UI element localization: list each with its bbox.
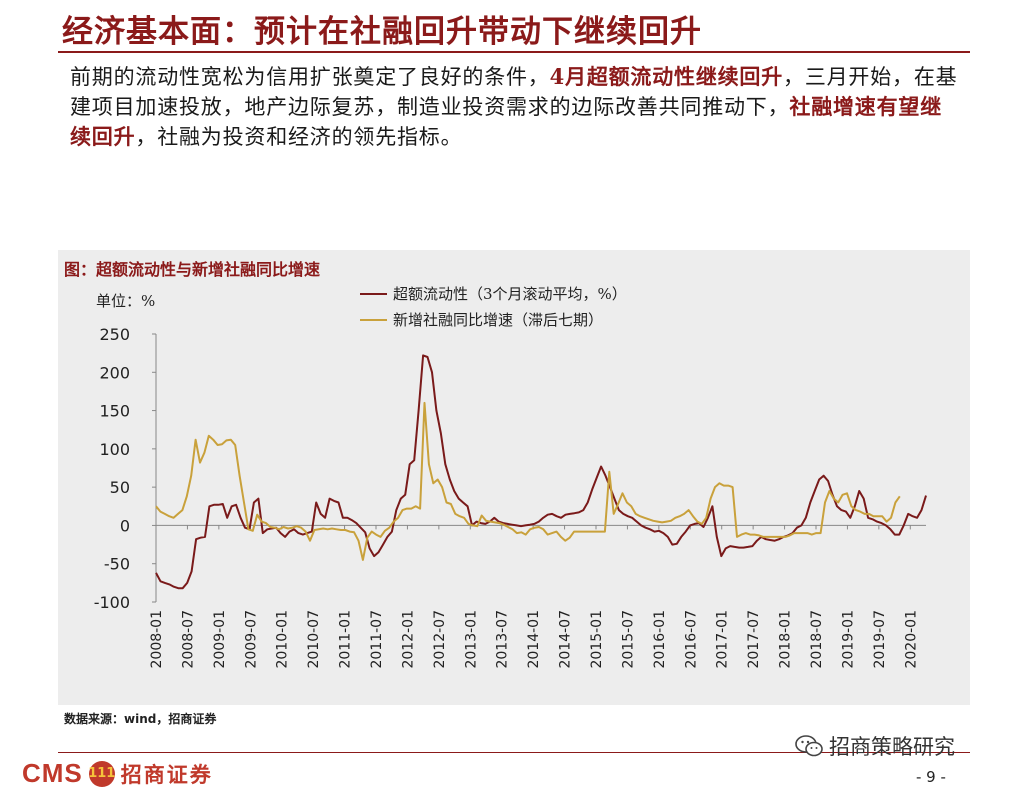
x-axis-ticks: 2008-01 2008-07 2009-01 2009-07 2010-01 2010-… xyxy=(149,525,919,669)
y-tick-label: 100 xyxy=(99,440,130,459)
page-title: 经济基本面：预计在社融回升带动下继续回升 xyxy=(62,14,702,50)
y-tick-label: 0 xyxy=(120,516,130,535)
chart-caption: 图：超额流动性与新增社融同比增速 xyxy=(64,260,321,279)
series-line-excess-liquidity xyxy=(155,354,927,590)
x-tick-label: 2017-07 xyxy=(746,610,762,669)
x-tick-label: 2011-01 xyxy=(338,610,354,669)
x-tick-label: 2010-07 xyxy=(306,610,322,669)
company-logo: CMS 111 招商证券 xyxy=(22,758,213,789)
x-tick-label: 2019-07 xyxy=(872,610,888,669)
summary-highlight-2: 社融增速有望继续回升 xyxy=(70,94,943,149)
summary-paragraph: 前期的流动性宽松为信用扩张奠定了良好的条件，4月超额流动性继续回升，三月开始，在… xyxy=(70,62,960,152)
y-axis-ticks: -100 -50 0 50 100 150 200 250 xyxy=(94,325,156,612)
logo-cms-text: CMS xyxy=(22,758,83,788)
logo-badge-icon: 111 xyxy=(88,760,115,787)
legend-item-social-financing: 新增社融同比增速（滞后七期） xyxy=(360,309,603,330)
y-tick-label: 200 xyxy=(99,363,130,382)
y-tick-label: -100 xyxy=(94,593,130,612)
x-tick-label: 2009-01 xyxy=(212,610,228,669)
x-tick-label: 2014-07 xyxy=(558,610,574,669)
x-tick-label: 2008-07 xyxy=(180,610,196,669)
x-tick-label: 2016-01 xyxy=(652,610,668,669)
series-line-social-financing xyxy=(155,401,901,561)
summary-text-2: ，三月开始，在基建项目加速投放，地产边际复苏，制造业投资需求的边际改善共同推动下… xyxy=(70,65,958,119)
x-tick-label: 2010-01 xyxy=(275,610,291,669)
x-tick-label: 2016-07 xyxy=(683,610,699,669)
summary-highlight-1: 4月超额流动性继续回升 xyxy=(549,64,784,89)
x-tick-label: 2012-07 xyxy=(432,610,448,669)
page-number: - 9 - xyxy=(916,768,946,786)
y-tick-label: -50 xyxy=(104,555,130,574)
legend-label-social-financing: 新增社融同比增速（滞后七期） xyxy=(393,311,604,329)
summary-text-3: ，社融为投资和经济的领先指标。 xyxy=(135,125,463,149)
wechat-icon xyxy=(795,735,823,757)
x-tick-label: 2009-07 xyxy=(243,610,259,669)
x-tick-label: 2015-07 xyxy=(620,610,636,669)
x-tick-label: 2013-01 xyxy=(463,610,479,669)
chart-axes xyxy=(155,334,926,602)
series-lines xyxy=(155,354,927,590)
y-tick-label: 50 xyxy=(110,478,130,497)
x-tick-label: 2017-01 xyxy=(715,610,731,669)
logo-company-name: 招商证券 xyxy=(120,762,213,787)
x-tick-label: 2012-01 xyxy=(400,610,416,669)
summary-text-1: 前期的流动性宽松为信用扩张奠定了良好的条件， xyxy=(70,65,550,89)
y-tick-label: 150 xyxy=(99,402,130,421)
x-tick-label: 2014-01 xyxy=(526,610,542,669)
watermark-text: 招商策略研究 xyxy=(829,735,955,759)
legend-label-excess-liquidity: 超额流动性（3个月滚动平均，%） xyxy=(393,285,627,303)
wechat-watermark: 招商策略研究 xyxy=(795,731,955,761)
x-tick-label: 2020-01 xyxy=(903,610,919,669)
legend-item-excess-liquidity: 超额流动性（3个月滚动平均，%） xyxy=(360,283,627,304)
unit-label: 单位：% xyxy=(96,292,156,310)
x-tick-label: 2013-07 xyxy=(495,610,511,669)
x-tick-label: 2015-01 xyxy=(589,610,605,669)
data-source: 数据来源：wind，招商证券 xyxy=(64,712,217,726)
y-tick-label: 250 xyxy=(99,325,130,344)
x-tick-label: 2011-07 xyxy=(369,610,385,669)
legend-swatch-excess-liquidity xyxy=(360,292,387,295)
footer-divider xyxy=(58,752,970,753)
title-divider xyxy=(58,51,970,53)
legend-swatch-social-financing xyxy=(360,318,387,321)
x-tick-label: 2018-07 xyxy=(809,610,825,669)
x-tick-label: 2008-01 xyxy=(149,610,165,669)
x-tick-label: 2019-01 xyxy=(840,610,856,669)
x-tick-label: 2018-01 xyxy=(778,610,794,669)
chart-panel xyxy=(58,250,970,705)
